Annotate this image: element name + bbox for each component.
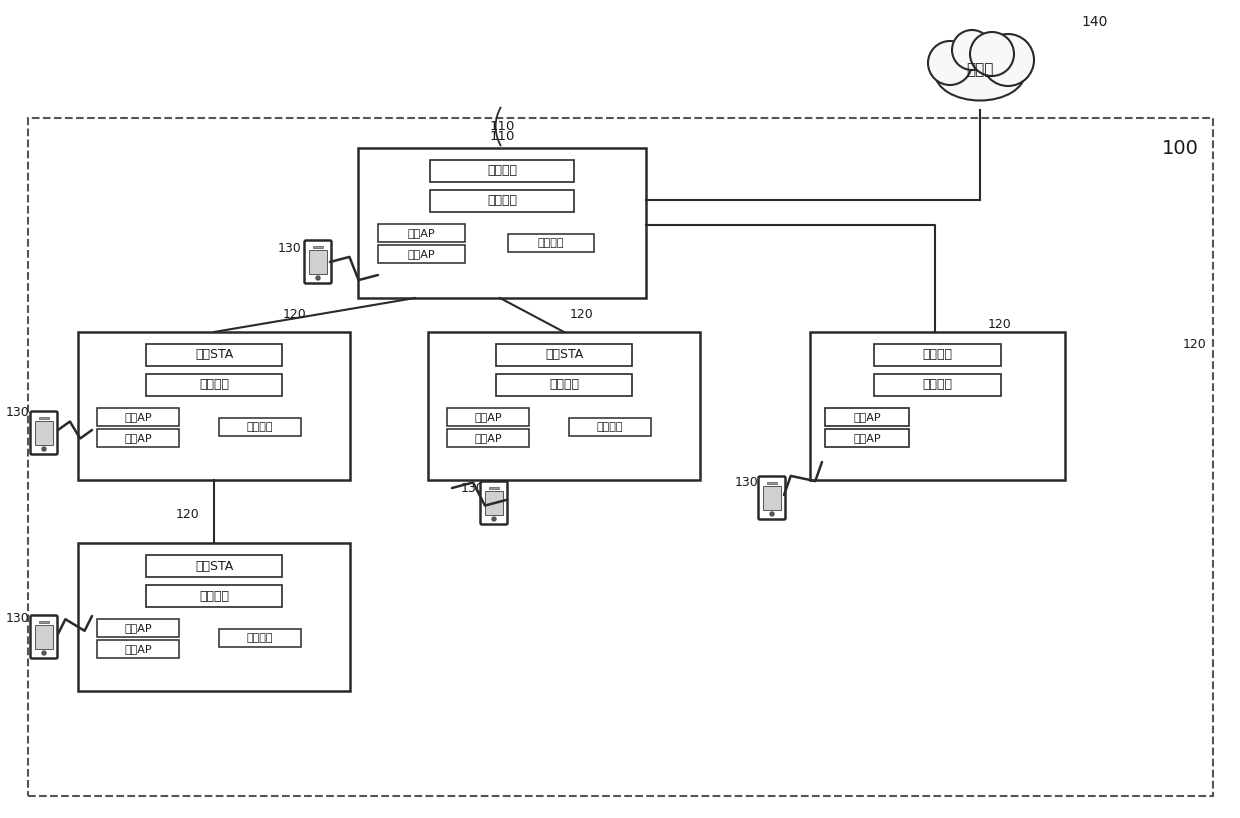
Text: 130: 130 [461, 482, 485, 495]
Circle shape [42, 447, 46, 451]
Circle shape [928, 41, 972, 85]
Text: 120: 120 [988, 318, 1012, 331]
Text: 逻辑网口: 逻辑网口 [247, 422, 274, 432]
Bar [768, 482, 777, 484]
Text: 130: 130 [6, 406, 30, 419]
Bar [378, 224, 465, 242]
Bar [146, 585, 281, 607]
Bar [763, 486, 781, 510]
Text: 回传STA: 回传STA [195, 348, 233, 362]
Text: 回传AP: 回传AP [124, 644, 151, 654]
Bar [874, 344, 1001, 366]
Bar [219, 629, 301, 647]
Bar [97, 408, 179, 426]
Bar [219, 418, 301, 436]
Circle shape [42, 651, 46, 655]
Bar [38, 621, 50, 623]
Text: 逻辑网口: 逻辑网口 [247, 633, 274, 643]
Text: 代理网元: 代理网元 [198, 590, 229, 603]
Bar [496, 344, 632, 366]
Bar [78, 332, 350, 480]
FancyBboxPatch shape [481, 482, 507, 524]
Text: 代理网元: 代理网元 [923, 379, 952, 392]
Text: 广域网: 广域网 [966, 62, 993, 78]
Bar [496, 374, 632, 396]
Circle shape [492, 517, 496, 521]
Text: 逻辑网口: 逻辑网口 [923, 348, 952, 362]
Text: 100: 100 [1162, 138, 1198, 158]
Bar [97, 619, 179, 637]
Text: 回传AP: 回传AP [408, 249, 435, 259]
Circle shape [770, 512, 774, 516]
Bar [874, 374, 1001, 396]
Bar [35, 421, 53, 445]
Bar [29, 118, 1213, 796]
Circle shape [316, 276, 320, 280]
Bar [448, 429, 528, 447]
Text: 120: 120 [570, 308, 594, 321]
Text: 代理网元: 代理网元 [549, 379, 579, 392]
Bar [146, 344, 281, 366]
Bar [810, 332, 1065, 480]
FancyBboxPatch shape [305, 240, 331, 284]
Bar [507, 234, 594, 252]
Bar [430, 190, 574, 212]
Text: 前向AP: 前向AP [124, 412, 151, 422]
FancyBboxPatch shape [31, 411, 57, 455]
Bar [97, 429, 179, 447]
Bar [312, 245, 322, 248]
Ellipse shape [935, 46, 1025, 101]
FancyBboxPatch shape [31, 615, 57, 658]
Text: 140: 140 [1081, 15, 1109, 29]
Text: 110: 110 [490, 119, 515, 133]
Text: 前向AP: 前向AP [853, 412, 882, 422]
Bar [35, 625, 53, 649]
Bar [309, 250, 327, 274]
Bar [826, 408, 909, 426]
Text: 前向AP: 前向AP [124, 623, 151, 633]
Text: 代理网元: 代理网元 [487, 195, 517, 208]
Bar [826, 429, 909, 447]
Text: 回传AP: 回传AP [474, 433, 502, 443]
Bar [358, 148, 646, 298]
Text: 120: 120 [176, 507, 200, 520]
Circle shape [970, 32, 1014, 76]
Text: 130: 130 [735, 475, 759, 488]
Bar [489, 487, 498, 489]
Bar [38, 416, 50, 419]
Bar [448, 408, 528, 426]
Text: 110: 110 [490, 129, 515, 142]
Text: 回传STA: 回传STA [195, 560, 233, 573]
Bar [146, 374, 281, 396]
Bar [430, 160, 574, 182]
Text: 回传AP: 回传AP [853, 433, 882, 443]
Circle shape [952, 30, 992, 70]
Bar [97, 640, 179, 658]
Bar [78, 543, 350, 691]
Bar [146, 555, 281, 577]
Text: 130: 130 [6, 612, 30, 624]
Bar [378, 245, 465, 263]
Text: 逻辑网口: 逻辑网口 [596, 422, 624, 432]
Circle shape [982, 34, 1034, 86]
Bar [569, 418, 651, 436]
Bar [428, 332, 701, 480]
Text: 前向AP: 前向AP [408, 228, 435, 238]
Text: 逻辑网口: 逻辑网口 [538, 238, 564, 248]
Text: 代理网元: 代理网元 [198, 379, 229, 392]
Text: 控制网元: 控制网元 [487, 164, 517, 178]
FancyBboxPatch shape [759, 477, 785, 519]
Text: 130: 130 [278, 241, 301, 254]
Bar [485, 491, 503, 515]
Text: 120: 120 [283, 308, 306, 321]
Text: 回传STA: 回传STA [544, 348, 583, 362]
Text: 前向AP: 前向AP [474, 412, 502, 422]
Text: 120: 120 [1183, 339, 1207, 352]
Text: 回传AP: 回传AP [124, 433, 151, 443]
